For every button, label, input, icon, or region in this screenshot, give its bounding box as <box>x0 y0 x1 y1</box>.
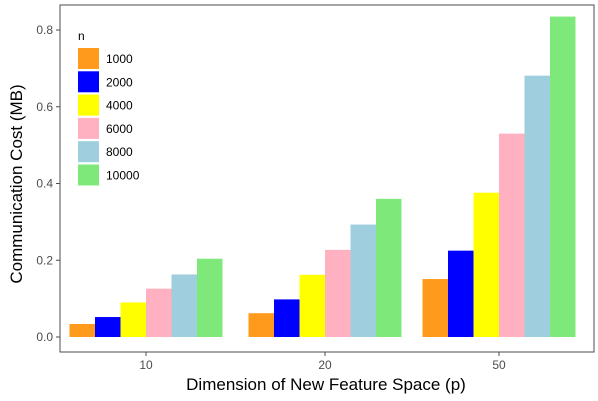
legend-key-4000 <box>78 94 99 116</box>
bar-1000-20 <box>248 313 274 337</box>
bar-2000-20 <box>274 299 300 337</box>
legend-key-2000 <box>78 71 99 93</box>
y-axis: 0.0 0.2 0.4 0.6 0.8 <box>36 23 60 344</box>
bar-6000-20 <box>325 249 351 337</box>
bar-8000-20 <box>350 224 376 337</box>
bar-6000-10 <box>146 288 172 337</box>
bar-10000-10 <box>197 258 223 337</box>
legend-key-6000 <box>78 117 99 139</box>
legend-key-8000 <box>78 141 99 163</box>
bar-4000-10 <box>120 302 146 337</box>
x-axis-title: Dimension of New Feature Space (p) <box>186 375 466 394</box>
x-tick-label-20: 20 <box>318 358 332 372</box>
bar-8000-50 <box>524 75 550 337</box>
y-tick-label-0.8: 0.8 <box>36 23 53 37</box>
bar-2000-50 <box>448 250 474 337</box>
legend-key-10000 <box>78 164 99 186</box>
y-tick-label-0.4: 0.4 <box>36 177 53 191</box>
bar-10000-20 <box>376 198 402 337</box>
legend-label-10000: 10000 <box>106 169 140 183</box>
bar-4000-20 <box>299 274 325 337</box>
bar-1000-10 <box>69 323 95 337</box>
y-tick-label-0.0: 0.0 <box>36 330 53 344</box>
x-axis: 10 20 50 <box>139 352 506 372</box>
legend-label-8000: 8000 <box>106 145 133 159</box>
x-tick-label-10: 10 <box>139 358 153 372</box>
x-tick-label-50: 50 <box>492 358 506 372</box>
bar-10000-50 <box>550 16 576 337</box>
bar-6000-50 <box>499 133 525 337</box>
legend-key-1000 <box>78 48 99 69</box>
y-tick-label-0.2: 0.2 <box>36 253 53 267</box>
bar-2000-10 <box>95 317 121 337</box>
bar-1000-50 <box>422 279 448 337</box>
y-tick-label-0.6: 0.6 <box>36 100 53 114</box>
y-axis-title: Communication Cost (MB) <box>7 84 26 283</box>
legend-title: n <box>78 29 85 43</box>
bar-layer <box>69 16 576 337</box>
legend-label-4000: 4000 <box>106 99 133 113</box>
bar-4000-50 <box>473 192 499 337</box>
legend-label-2000: 2000 <box>106 75 133 89</box>
legend-label-6000: 6000 <box>106 122 133 136</box>
legend-label-1000: 1000 <box>106 52 133 66</box>
legend: n 1000 2000 4000 6000 8000 10000 <box>78 29 140 186</box>
bar-8000-10 <box>171 274 197 337</box>
